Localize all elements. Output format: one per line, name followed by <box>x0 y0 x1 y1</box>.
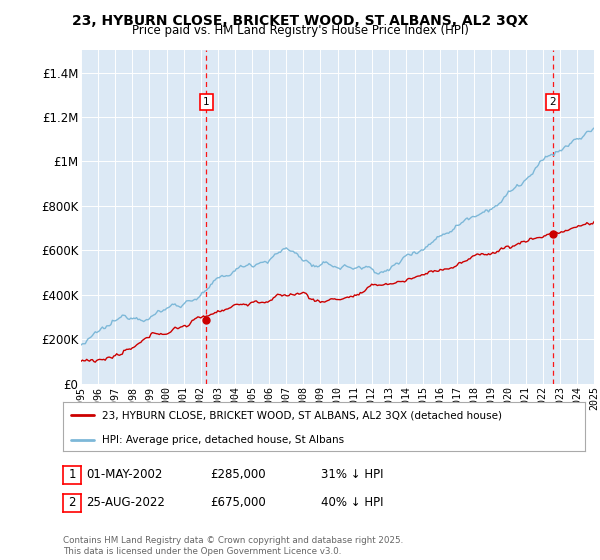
Text: £675,000: £675,000 <box>210 496 266 510</box>
Text: 01-MAY-2002: 01-MAY-2002 <box>86 468 162 482</box>
Text: Contains HM Land Registry data © Crown copyright and database right 2025.
This d: Contains HM Land Registry data © Crown c… <box>63 536 403 556</box>
Text: 1: 1 <box>203 97 210 107</box>
Text: 23, HYBURN CLOSE, BRICKET WOOD, ST ALBANS, AL2 3QX (detached house): 23, HYBURN CLOSE, BRICKET WOOD, ST ALBAN… <box>102 410 502 421</box>
Text: 2: 2 <box>550 97 556 107</box>
Text: 23, HYBURN CLOSE, BRICKET WOOD, ST ALBANS, AL2 3QX: 23, HYBURN CLOSE, BRICKET WOOD, ST ALBAN… <box>72 14 528 28</box>
Text: Price paid vs. HM Land Registry's House Price Index (HPI): Price paid vs. HM Land Registry's House … <box>131 24 469 37</box>
Text: 1: 1 <box>68 468 76 482</box>
Text: £285,000: £285,000 <box>210 468 266 482</box>
Text: 2: 2 <box>68 496 76 510</box>
Text: 31% ↓ HPI: 31% ↓ HPI <box>321 468 383 482</box>
Text: 40% ↓ HPI: 40% ↓ HPI <box>321 496 383 510</box>
Text: HPI: Average price, detached house, St Albans: HPI: Average price, detached house, St A… <box>102 435 344 445</box>
Text: 25-AUG-2022: 25-AUG-2022 <box>86 496 164 510</box>
